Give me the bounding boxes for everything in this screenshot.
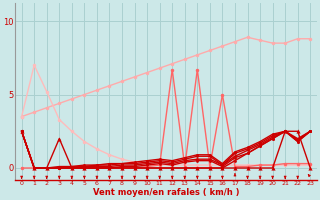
- X-axis label: Vent moyen/en rafales ( km/h ): Vent moyen/en rafales ( km/h ): [93, 188, 239, 197]
